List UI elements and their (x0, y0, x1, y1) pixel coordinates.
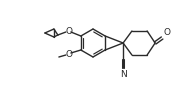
Text: N: N (120, 70, 127, 79)
Text: O: O (163, 28, 170, 37)
Text: O: O (65, 26, 72, 36)
Text: O: O (65, 50, 72, 58)
